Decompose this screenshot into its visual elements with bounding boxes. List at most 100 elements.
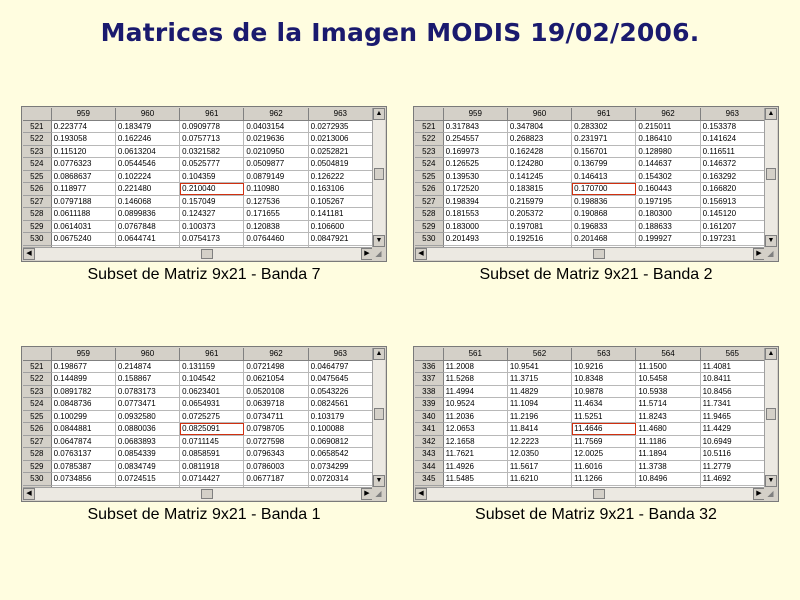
table-cell[interactable]: 0.100373 (179, 220, 245, 233)
table-cell[interactable]: 0.201493 (443, 232, 508, 246)
table-cell[interactable]: 0.0848736 (51, 397, 116, 411)
table-cell[interactable]: 0.0475645 (308, 372, 373, 386)
table-cell[interactable]: 0.198677 (51, 360, 116, 373)
table-cell[interactable]: 0.0509877 (243, 157, 309, 171)
table-cell[interactable]: 0.139530 (443, 170, 508, 183)
table-cell[interactable]: 0.0734711 (243, 410, 309, 423)
table-cell[interactable]: 10.9878 (571, 385, 637, 398)
table-cell[interactable]: 0.0647874 (51, 435, 116, 448)
row-header[interactable]: 530 (415, 232, 444, 246)
resize-grip-icon[interactable]: ◢ (372, 247, 385, 260)
resize-grip-icon[interactable]: ◢ (764, 247, 777, 260)
table-cell[interactable]: 0.131159 (179, 360, 245, 373)
table-cell[interactable]: 0.347804 (507, 120, 573, 133)
table-cell[interactable]: 0.163292 (700, 170, 765, 183)
horizontal-scrollbar[interactable]: ◀ ▶ (23, 487, 373, 500)
table-cell[interactable]: 0.116511 (700, 145, 765, 158)
table-cell[interactable]: 0.0609495 (115, 245, 181, 247)
table-cell[interactable]: 11.1545 (571, 485, 637, 487)
row-header[interactable]: 529 (23, 460, 52, 473)
table-cell[interactable]: 0.193086 (507, 245, 573, 247)
table-cell[interactable]: 0.0725275 (179, 410, 245, 423)
corner-header[interactable] (415, 348, 444, 361)
row-header[interactable]: 346 (415, 485, 444, 487)
table-cell[interactable]: 0.0210950 (243, 145, 309, 158)
table-cell[interactable]: 0.0797188 (51, 195, 116, 208)
table-cell[interactable]: 0.197231 (700, 232, 765, 246)
scroll-left-icon[interactable]: ◀ (23, 488, 35, 500)
scroll-thumb[interactable] (201, 489, 213, 499)
table-cell[interactable]: 0.181553 (443, 207, 508, 221)
table-cell[interactable]: 0.317843 (443, 120, 508, 133)
table-cell[interactable]: 0.198394 (443, 195, 508, 208)
table-cell[interactable]: 11.6085 (507, 485, 573, 487)
scroll-up-icon[interactable]: ▲ (373, 348, 385, 360)
table-cell[interactable]: 11.4680 (635, 422, 701, 436)
table-cell[interactable]: 0.0757713 (179, 132, 245, 146)
table-cell[interactable]: 0.0879149 (243, 170, 309, 183)
table-cell[interactable]: 0.141181 (308, 207, 373, 221)
table-cell[interactable]: 0.0847921 (308, 232, 373, 246)
table-cell[interactable]: 0.0654931 (179, 397, 245, 411)
table-cell[interactable]: 0.254557 (443, 132, 508, 146)
row-header[interactable]: 343 (415, 447, 444, 461)
table-cell[interactable]: 12.0653 (443, 422, 508, 436)
table-cell[interactable]: 10.9541 (507, 360, 573, 373)
row-header[interactable]: 341 (415, 422, 444, 436)
table-cell[interactable]: 0.0721498 (243, 360, 309, 373)
table-cell[interactable]: 11.7569 (571, 435, 637, 448)
column-header[interactable]: 962 (635, 108, 701, 121)
table-cell[interactable]: 11.4829 (507, 385, 573, 398)
table-cell[interactable]: 0.127536 (243, 195, 309, 208)
table-cell[interactable]: 0.0796343 (243, 447, 309, 461)
table-cell[interactable]: 0.180300 (635, 207, 701, 221)
resize-grip-icon[interactable]: ◢ (764, 487, 777, 500)
table-cell[interactable]: 0.162246 (115, 132, 181, 146)
table-cell[interactable]: 11.6210 (507, 472, 573, 486)
table-cell[interactable]: 0.172520 (443, 182, 508, 196)
table-cell[interactable]: 0.0525777 (179, 157, 245, 171)
highlighted-cell[interactable]: 0.0825091 (179, 422, 245, 436)
table-cell[interactable]: 0.146372 (700, 157, 765, 171)
row-header[interactable]: 526 (23, 422, 52, 436)
table-cell[interactable]: 0.124327 (179, 207, 245, 221)
table-cell[interactable]: 10.5458 (635, 372, 701, 386)
highlighted-cell[interactable]: 11.4646 (571, 422, 637, 436)
row-header[interactable]: 345 (415, 472, 444, 486)
table-cell[interactable]: 0.162428 (507, 145, 573, 158)
table-cell[interactable]: 0.205372 (507, 207, 573, 221)
row-header[interactable]: 524 (23, 397, 52, 411)
table-cell[interactable]: 10.8496 (635, 472, 701, 486)
table-cell[interactable]: 0.0614031 (51, 220, 116, 233)
scroll-left-icon[interactable]: ◀ (415, 248, 427, 260)
vertical-scrollbar[interactable]: ▲ ▼ (764, 348, 777, 487)
row-header[interactable]: 527 (415, 195, 444, 208)
table-cell[interactable]: 0.128980 (635, 145, 701, 158)
table-cell[interactable]: 0.0798705 (243, 422, 309, 436)
table-cell[interactable]: 0.0854339 (115, 447, 181, 461)
table-cell[interactable]: 11.4081 (700, 360, 765, 373)
table-cell[interactable]: 0.0724515 (115, 472, 181, 486)
table-cell[interactable]: 11.9465 (700, 410, 765, 423)
table-cell[interactable]: 10.7805 (635, 485, 701, 487)
table-cell[interactable]: 0.213529 (443, 245, 508, 247)
table-cell[interactable]: 11.8243 (635, 410, 701, 423)
table-cell[interactable]: 0.141245 (507, 170, 573, 183)
table-cell[interactable]: 0.105267 (308, 195, 373, 208)
row-header[interactable]: 339 (415, 397, 444, 411)
table-cell[interactable]: 10.6949 (700, 435, 765, 448)
table-cell[interactable]: 0.183815 (507, 182, 573, 196)
column-header[interactable]: 963 (700, 108, 765, 121)
table-cell[interactable]: 0.103179 (308, 410, 373, 423)
table-cell[interactable]: 0.110980 (243, 182, 309, 196)
table-cell[interactable]: 11.5714 (635, 397, 701, 411)
table-cell[interactable]: 11.4994 (443, 385, 508, 398)
table-cell[interactable]: 0.0252821 (308, 145, 373, 158)
vertical-scrollbar[interactable]: ▲ ▼ (764, 108, 777, 247)
table-cell[interactable]: 0.115120 (51, 145, 116, 158)
table-cell[interactable]: 0.124280 (507, 157, 573, 171)
table-cell[interactable]: 0.118977 (51, 182, 116, 196)
scroll-down-icon[interactable]: ▼ (373, 475, 385, 487)
row-header[interactable]: 529 (23, 220, 52, 233)
table-cell[interactable]: 0.0786003 (243, 460, 309, 473)
